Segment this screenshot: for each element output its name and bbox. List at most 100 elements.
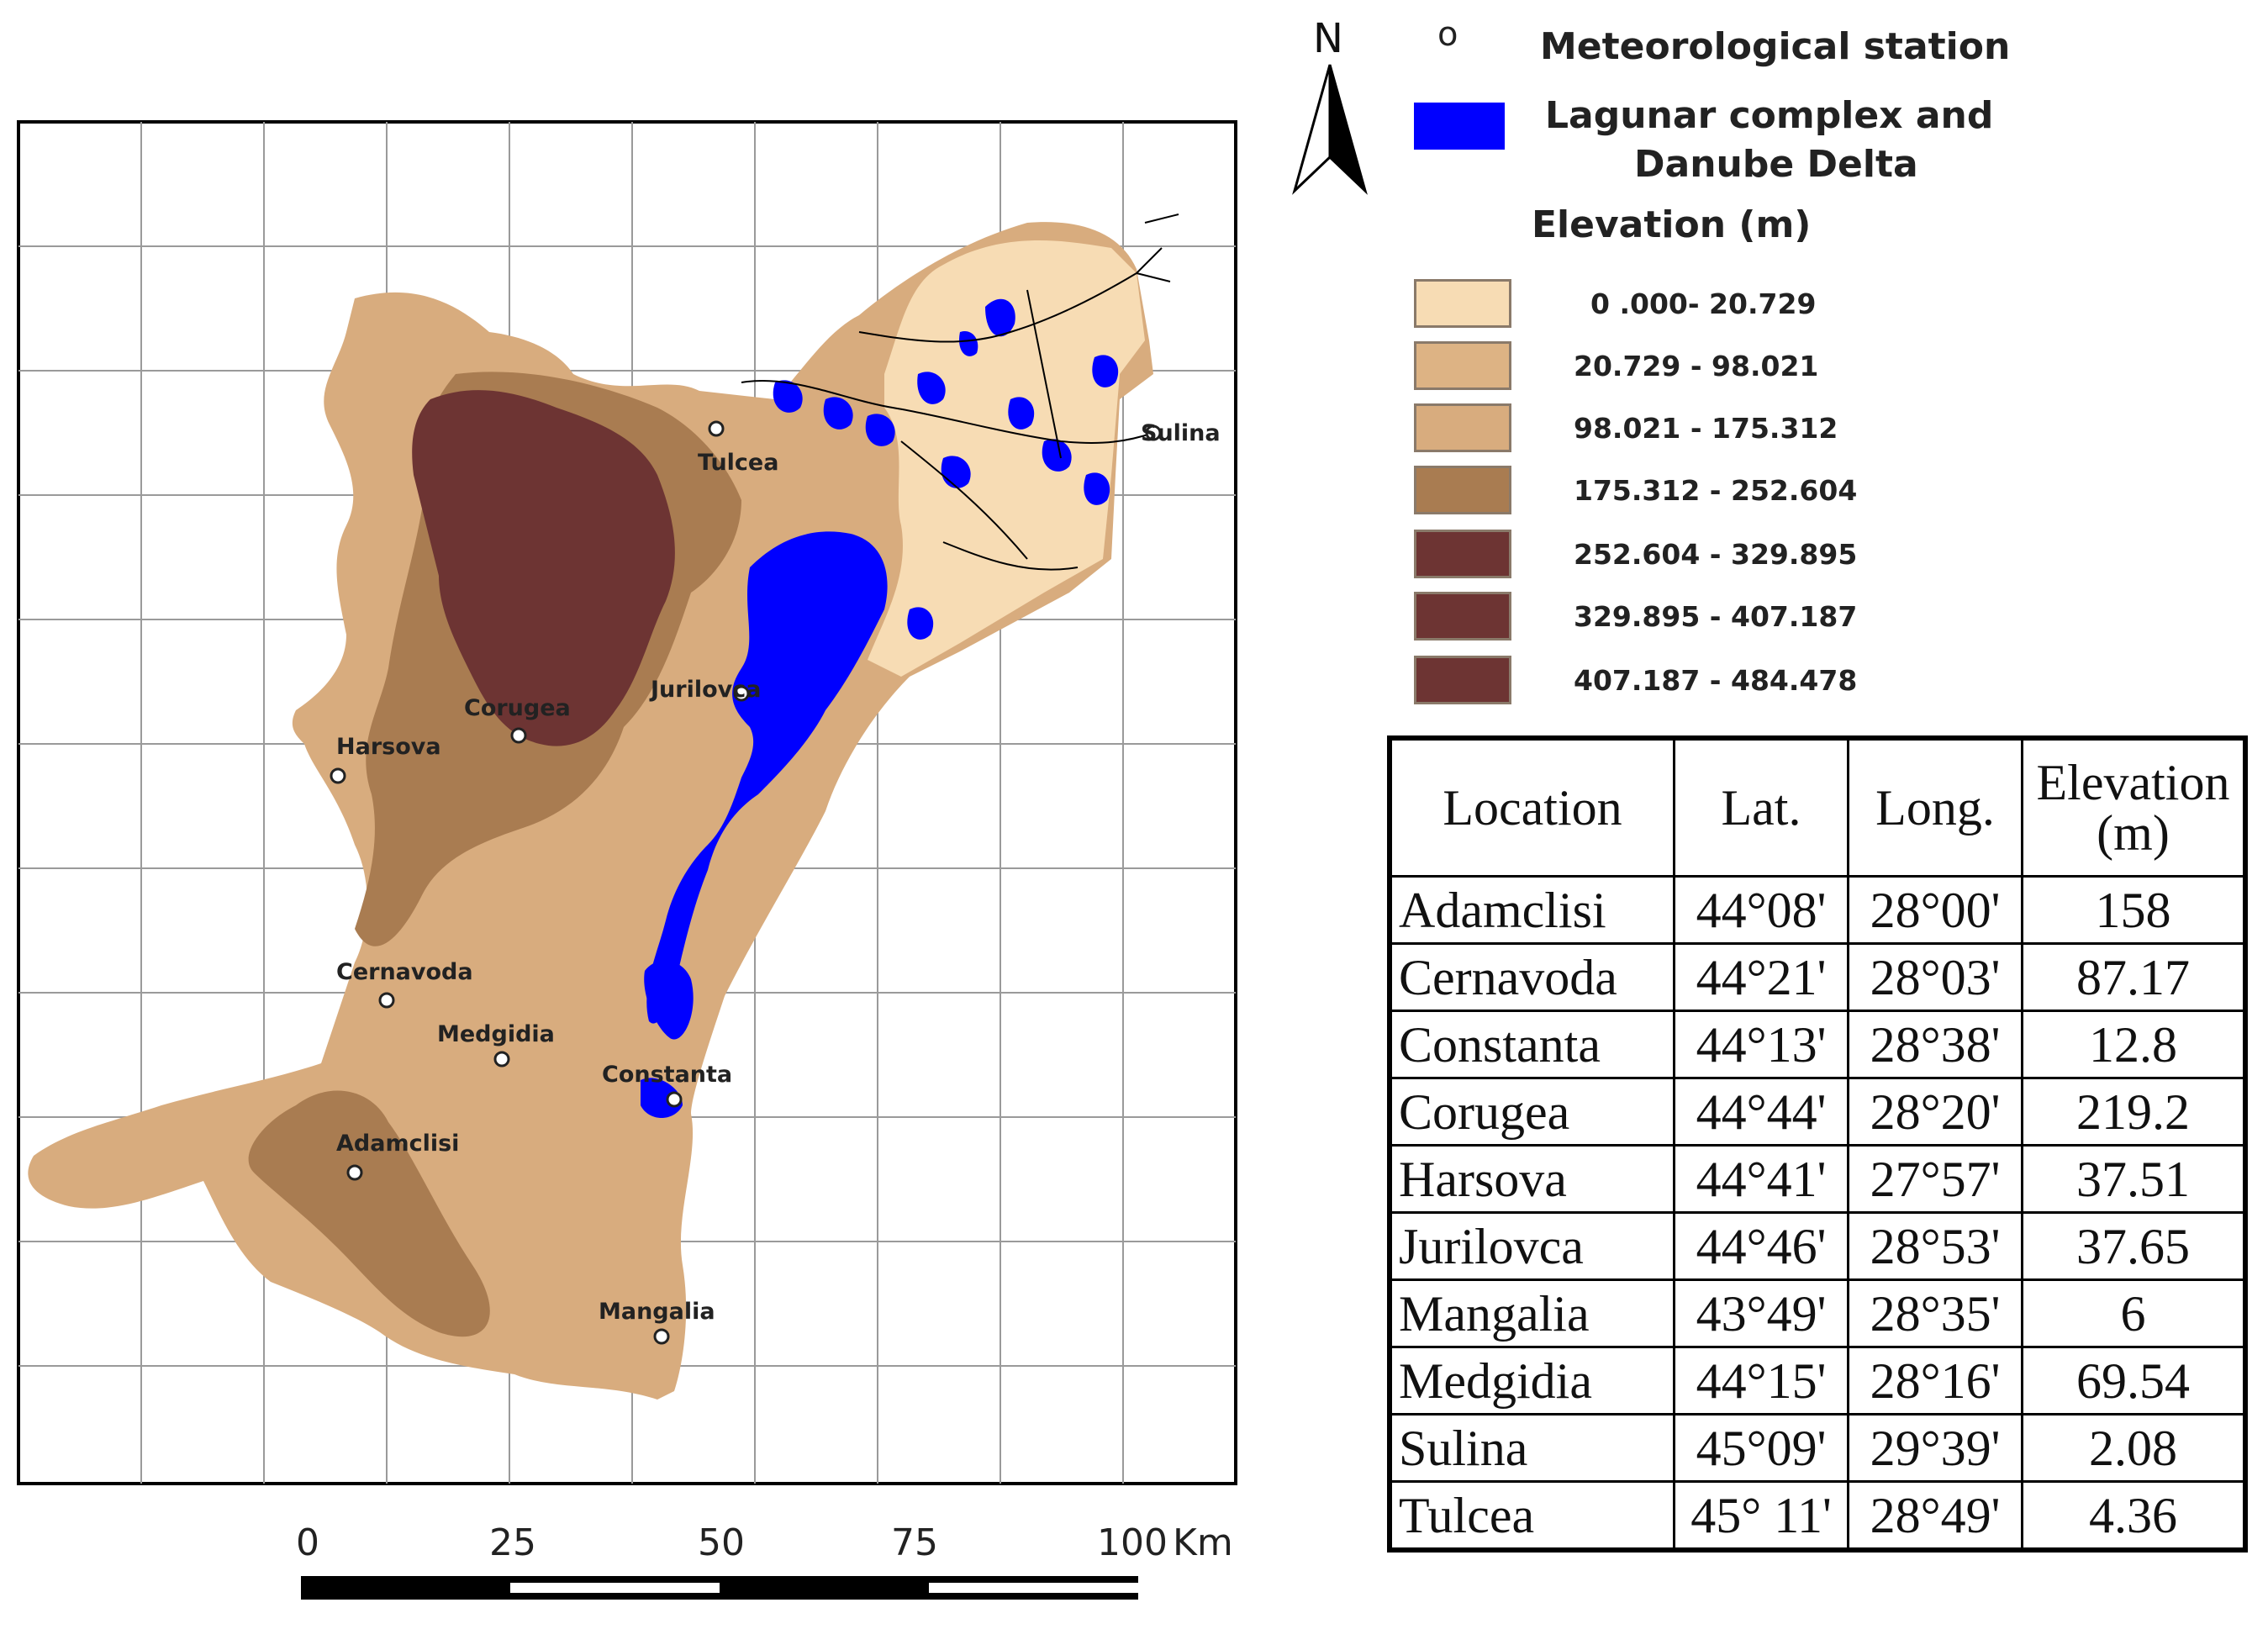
elevation-swatch	[1414, 403, 1511, 452]
elevation-range: 407.187 - 484.478	[1574, 664, 1858, 697]
cell-elevation: 69.54	[2021, 1346, 2247, 1415]
table-row: Adamclisi 44°08' 28°00' 158	[1388, 875, 2247, 945]
station-marker-adamclisi	[346, 1164, 363, 1181]
station-marker-cernavoda	[378, 992, 395, 1009]
mid-elevation-south	[248, 1090, 490, 1337]
station-label: Adamclisi	[336, 1131, 460, 1157]
cell-location: Mangalia	[1388, 1278, 1675, 1348]
cell-lat: 44°15'	[1673, 1346, 1849, 1415]
cell-elevation: 219.2	[2021, 1077, 2247, 1147]
cell-location: Corugea	[1388, 1077, 1675, 1147]
cell-lat: 44°46'	[1673, 1211, 1849, 1281]
elevation-swatch	[1414, 279, 1511, 328]
elevation-swatch	[1414, 592, 1511, 641]
station-label: Corugea	[464, 695, 571, 721]
table-header-row: Location Lat. Long. Elevation (m)	[1388, 736, 2247, 878]
station-legend-marker: o	[1437, 15, 1458, 54]
header-lat: Lat.	[1673, 736, 1849, 878]
lagoon-legend-label-line1: Lagunar complex and	[1545, 94, 1994, 137]
table-row: Medgidia 44°15' 28°16' 69.54	[1388, 1346, 2247, 1415]
table-row: Corugea 44°44' 28°20' 219.2	[1388, 1077, 2247, 1147]
station-label: Harsova	[336, 734, 441, 760]
table-row: Harsova 44°41' 27°57' 37.51	[1388, 1144, 2247, 1214]
cell-location: Harsova	[1388, 1144, 1675, 1214]
station-marker-constanta	[666, 1091, 683, 1108]
cell-elevation: 4.36	[2021, 1480, 2247, 1552]
cell-long: 28°20'	[1847, 1077, 2023, 1147]
razim-lagoon	[646, 531, 888, 1024]
station-label: Cernavoda	[336, 959, 473, 985]
scale-unit: Km	[1173, 1521, 1233, 1564]
cell-location: Sulina	[1388, 1413, 1675, 1483]
cell-long: 27°57'	[1847, 1144, 2023, 1214]
station-label: Jurilovca	[651, 677, 762, 703]
delta-lakes	[773, 298, 1119, 640]
elevation-swatch	[1414, 466, 1511, 514]
station-marker-medgidia	[493, 1051, 510, 1068]
table-row: Tulcea 45° 11' 28°49' 4.36	[1388, 1480, 2247, 1552]
cell-elevation: 37.65	[2021, 1211, 2247, 1281]
table-row: Jurilovca 44°46' 28°53' 37.65	[1388, 1211, 2247, 1281]
cell-elevation: 12.8	[2021, 1010, 2247, 1079]
elevation-legend-title: Elevation (m)	[1532, 203, 1812, 246]
lagoon-legend-label-line2: Danube Delta	[1634, 143, 1918, 186]
elevation-range: 0 .000- 20.729	[1590, 287, 1817, 320]
header-location: Location	[1388, 736, 1675, 878]
station-marker-harsova	[330, 767, 346, 784]
elevation-swatch	[1414, 341, 1511, 390]
cell-elevation: 2.08	[2021, 1413, 2247, 1483]
elevation-swatch	[1414, 656, 1511, 704]
map-frame: Tulcea Sulina Jurilovca Corugea Harsova …	[17, 120, 1237, 1485]
station-markers	[330, 420, 1162, 1345]
scale-bar	[301, 1576, 1138, 1600]
cell-location: Jurilovca	[1388, 1211, 1675, 1281]
cell-long: 28°16'	[1847, 1346, 2023, 1415]
cell-lat: 44°08'	[1673, 875, 1849, 945]
elevation-range: 20.729 - 98.021	[1574, 350, 1819, 382]
station-label: Constanta	[602, 1062, 733, 1088]
scale-tick: 25	[489, 1521, 536, 1564]
station-label: Medgidia	[437, 1021, 555, 1047]
station-marker-sulina	[1145, 424, 1162, 441]
north-letter: N	[1313, 15, 1343, 62]
station-label: Sulina	[1141, 420, 1221, 446]
cell-long: 29°39'	[1847, 1413, 2023, 1483]
cell-long: 28°35'	[1847, 1278, 2023, 1348]
table-row: Constanta 44°13' 28°38' 12.8	[1388, 1010, 2247, 1079]
cell-location: Adamclisi	[1388, 875, 1675, 945]
table-row: Sulina 45°09' 29°39' 2.08	[1388, 1413, 2247, 1483]
elevation-range: 175.312 - 252.604	[1574, 474, 1858, 507]
dobrogea-map	[17, 120, 1237, 1485]
cell-location: Constanta	[1388, 1010, 1675, 1079]
station-label: Tulcea	[698, 450, 779, 476]
delta-channels	[741, 214, 1179, 571]
header-elevation-line1: Elevation	[2036, 755, 2230, 810]
station-legend-label: Meteorological station	[1540, 25, 2011, 68]
scale-tick: 0	[296, 1521, 319, 1564]
cell-location: Medgidia	[1388, 1346, 1675, 1415]
cell-location: Tulcea	[1388, 1480, 1675, 1552]
elevation-range: 329.895 - 407.187	[1574, 600, 1858, 633]
station-label: Mangalia	[599, 1299, 715, 1325]
cell-lat: 45° 11'	[1673, 1480, 1849, 1552]
station-table: Location Lat. Long. Elevation (m) Adamcl…	[1387, 735, 2248, 1553]
cell-lat: 45°09'	[1673, 1413, 1849, 1483]
cell-long: 28°49'	[1847, 1480, 2023, 1552]
cell-lat: 44°13'	[1673, 1010, 1849, 1079]
cell-long: 28°03'	[1847, 942, 2023, 1012]
cell-long: 28°38'	[1847, 1010, 2023, 1079]
cell-elevation: 158	[2021, 875, 2247, 945]
cell-elevation: 87.17	[2021, 942, 2247, 1012]
high-elevation	[412, 390, 675, 746]
table-row: Mangalia 43°49' 28°35' 6	[1388, 1278, 2247, 1348]
header-elevation: Elevation (m)	[2021, 736, 2247, 878]
cell-lat: 44°44'	[1673, 1077, 1849, 1147]
north-arrow-icon	[1292, 64, 1368, 195]
elevation-swatch	[1414, 530, 1511, 578]
cell-location: Cernavoda	[1388, 942, 1675, 1012]
table-row: Cernavoda 44°21' 28°03' 87.17	[1388, 942, 2247, 1012]
cell-long: 28°53'	[1847, 1211, 2023, 1281]
station-marker-tulcea	[708, 420, 725, 437]
cell-elevation: 37.51	[2021, 1144, 2247, 1214]
lagoon-small	[644, 960, 694, 1040]
